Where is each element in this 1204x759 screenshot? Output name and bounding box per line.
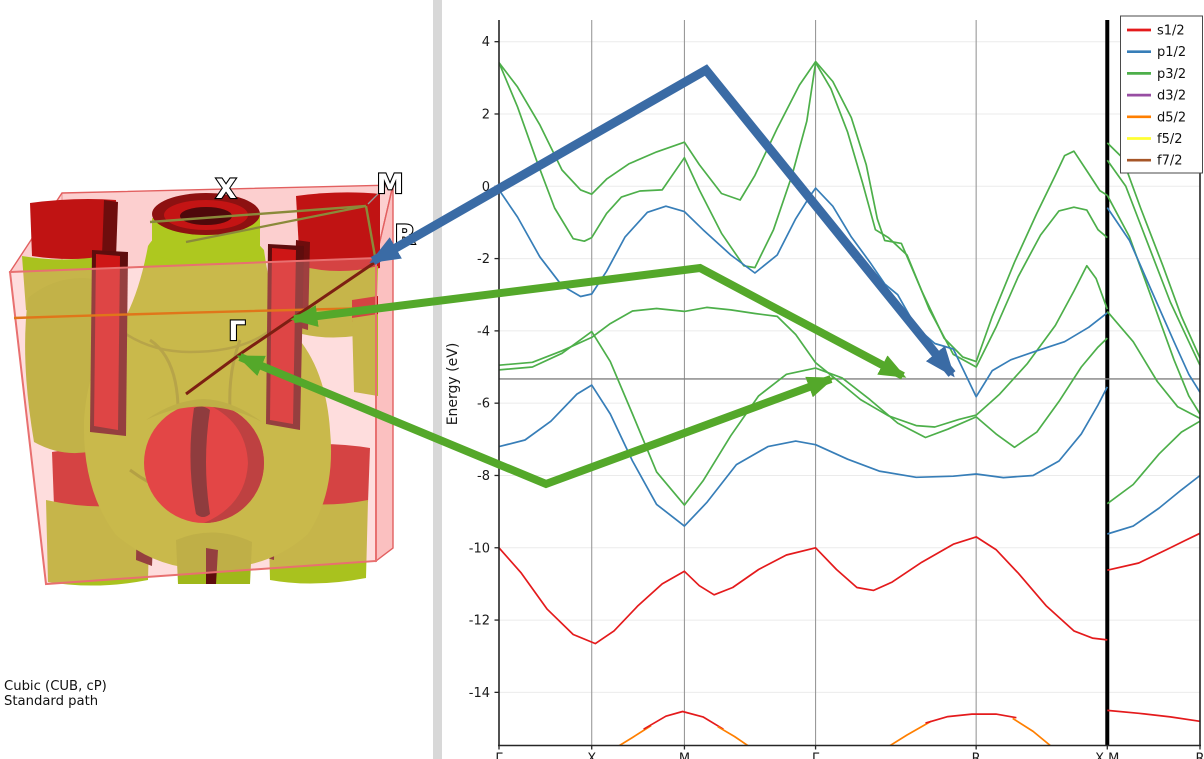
y-tick-label: -8 (477, 469, 490, 484)
x-tick-label-Γ: Γ (495, 752, 503, 759)
band-p12-band-2 (499, 384, 1109, 527)
band-p32-band-last-1 (1106, 142, 1201, 359)
legend-label-f52: f5/2 (1157, 132, 1183, 147)
bz-cube-front (8, 256, 377, 586)
legend-label-p12: p1/2 (1157, 45, 1186, 60)
y-tick-label: 0 (482, 180, 490, 195)
band-p32-band-last-5 (1106, 420, 1201, 505)
legend-label-s12: s1/2 (1157, 24, 1185, 39)
x-tick-label-M: M (679, 752, 690, 759)
x-tick-label-R: R (1195, 752, 1204, 759)
band-d52-hump-M-right (717, 725, 750, 746)
x-tick-label-Γ: Γ (812, 752, 820, 759)
band-d52-hump-M-left (617, 724, 652, 746)
bz-label-Gamma: Γ (228, 316, 245, 347)
legend-label-d32: d3/2 (1157, 89, 1186, 104)
legend: s1/2 p1/2 p3/2 d3/2 d5/2 f5/2 f7/2 (1120, 15, 1203, 174)
pocket-top-left-red (30, 199, 116, 259)
bands (499, 60, 1201, 746)
band-p12-band-last-2 (1107, 474, 1201, 535)
y-axis-ticks: 4 2 0 -2 -4 -6 -8 -10 -12 -14 (469, 35, 499, 701)
y-tick-label: -6 (477, 397, 490, 412)
x-tick-label-X,M: X,M (1095, 752, 1119, 759)
lattice-caption-line1: Cubic (CUB, cP) (4, 679, 107, 694)
bz-label-X: X (216, 174, 237, 205)
band-s12-band-last-1 (1107, 532, 1201, 572)
band-p32-band-last-4 (1106, 310, 1201, 420)
band-p12-band-last-1 (1106, 207, 1201, 393)
legend-label-d52: d5/2 (1157, 110, 1186, 125)
x-tick-label-X: X (587, 752, 596, 759)
y-tick-label: 2 (482, 107, 490, 122)
left-slab-red (94, 254, 120, 430)
y-tick-label: -12 (469, 614, 490, 629)
band-s12-hump-R (925, 713, 1017, 724)
y-tick-label: -14 (469, 686, 490, 701)
x-axis-ticks: Γ X M Γ R X,M R (495, 745, 1204, 759)
band-p32-band-2 (499, 61, 1108, 368)
lattice-caption-line2: Standard path (4, 694, 98, 709)
y-tick-label: -10 (469, 541, 490, 556)
band-p12-band-1 (499, 187, 1108, 398)
legend-label-f72: f7/2 (1157, 154, 1183, 169)
y-tick-label: -4 (477, 324, 490, 339)
band-s12-hump-M (643, 710, 724, 730)
band-d52-hump-R-left (888, 720, 932, 746)
y-axis-label: Energy (eV) (445, 343, 461, 426)
y-tick-label: -2 (477, 252, 490, 267)
y-tick-label: 4 (482, 35, 490, 50)
pocket-top-right-red (296, 192, 380, 272)
band-p32-band-1 (499, 60, 1108, 363)
band-s12-band-last-bottom (1107, 709, 1201, 723)
band-d52-hump-R-right (1012, 717, 1052, 746)
band-p32-band-last-2 (1106, 159, 1201, 366)
x-tick-label-R: R (972, 752, 981, 759)
band-p32-band-last-3 (1106, 194, 1201, 415)
legend-label-p32: p3/2 (1157, 67, 1186, 82)
band-s12-band-1 (499, 536, 1108, 645)
